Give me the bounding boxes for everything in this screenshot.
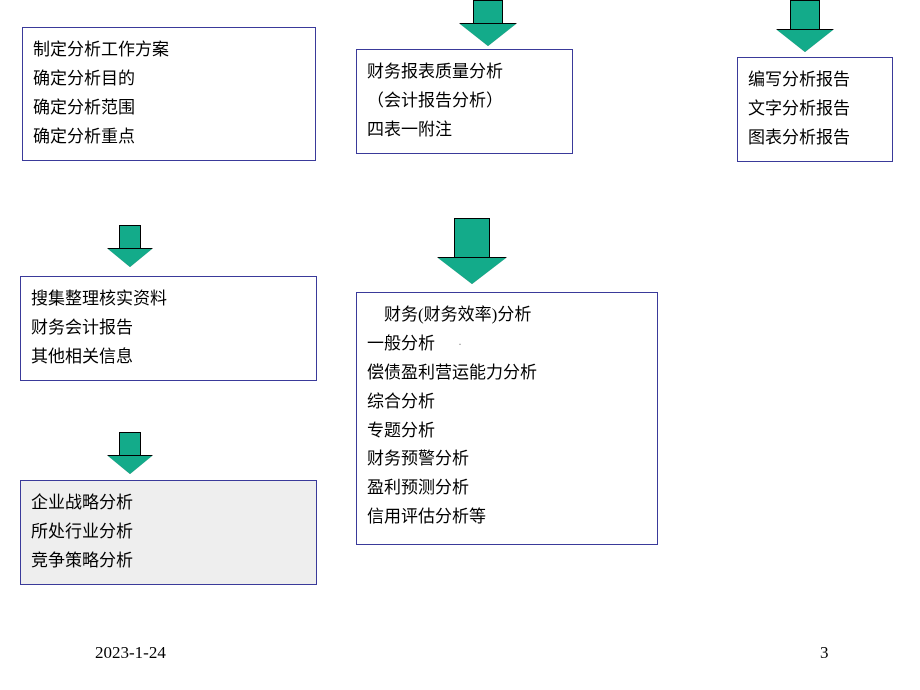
- box-line: 偿债盈利营运能力分析: [367, 359, 647, 388]
- box-line: 财务预警分析: [367, 445, 647, 474]
- arrow-down-icon: [460, 0, 516, 46]
- arrow-stem: [473, 0, 503, 24]
- box-line: 竞争策略分析: [31, 547, 306, 576]
- box-plan: 制定分析工作方案确定分析目的确定分析范围确定分析重点: [22, 27, 316, 161]
- arrow-down-icon: [108, 432, 152, 474]
- arrow-down-icon: [777, 0, 833, 52]
- box-line: 四表一附注: [367, 116, 562, 145]
- box-line: 财务会计报告: [31, 314, 306, 343]
- footer-page-number: 3: [820, 643, 829, 663]
- box-line: 盈利预测分析: [367, 474, 647, 503]
- box-report: 编写分析报告文字分析报告图表分析报告: [737, 57, 893, 162]
- arrow-down-icon: [438, 218, 506, 284]
- arrow-stem: [454, 218, 490, 258]
- box-line: 财务(财务效率)分析: [367, 301, 647, 330]
- box-line: 专题分析: [367, 417, 647, 446]
- footer-date: 2023-1-24: [95, 643, 166, 663]
- box-strategy-analysis: 企业战略分析所处行业分析竞争策略分析: [20, 480, 317, 585]
- box-line: 搜集整理核实资料: [31, 285, 306, 314]
- box-quality-analysis: 财务报表质量分析（会计报告分析）四表一附注: [356, 49, 573, 154]
- box-line: 确定分析重点: [33, 123, 305, 152]
- box-line: 一般分析: [367, 330, 647, 359]
- box-line: 所处行业分析: [31, 518, 306, 547]
- box-line: 财务报表质量分析: [367, 58, 562, 87]
- box-line: 其他相关信息: [31, 343, 306, 372]
- box-line: 综合分析: [367, 388, 647, 417]
- box-line: 图表分析报告: [748, 124, 882, 153]
- box-line: （会计报告分析）: [367, 87, 562, 116]
- box-line: 信用评估分析等: [367, 503, 647, 532]
- arrow-down-icon: [108, 225, 152, 267]
- box-line: 编写分析报告: [748, 66, 882, 95]
- arrow-stem: [119, 432, 141, 456]
- box-line: 企业战略分析: [31, 489, 306, 518]
- box-line: 文字分析报告: [748, 95, 882, 124]
- arrow-stem: [119, 225, 141, 249]
- box-line: 确定分析目的: [33, 65, 305, 94]
- box-line: 制定分析工作方案: [33, 36, 305, 65]
- box-line: 确定分析范围: [33, 94, 305, 123]
- box-financial-analysis: 财务(财务效率)分析一般分析偿债盈利营运能力分析综合分析专题分析财务预警分析盈利…: [356, 292, 658, 545]
- center-marker: ·: [458, 337, 462, 352]
- box-collect-data: 搜集整理核实资料财务会计报告其他相关信息: [20, 276, 317, 381]
- arrow-stem: [790, 0, 820, 30]
